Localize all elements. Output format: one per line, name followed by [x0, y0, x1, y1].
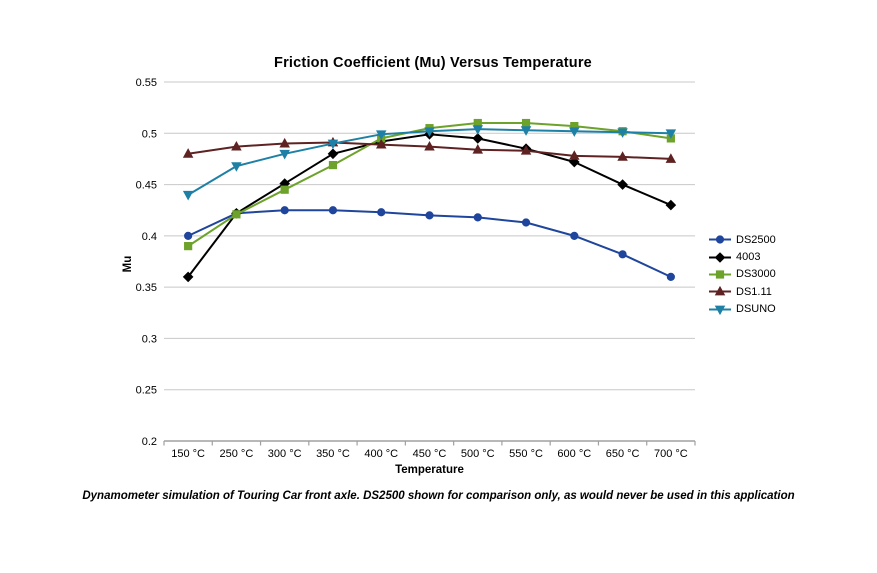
data-point-DS1.11 — [569, 150, 580, 160]
chart-legend: DS2500 4003 DS3000 DS1.11 DSUNO — [709, 231, 776, 318]
data-point-DSUNO — [279, 149, 290, 160]
data-point-DSUNO — [375, 130, 387, 140]
y-tick-label: 0.55 — [136, 77, 157, 89]
legend-item-4003: 4003 — [709, 248, 776, 265]
data-point-DS2500 — [425, 211, 434, 220]
data-point-DS1.11 — [617, 151, 628, 161]
series-DS1.11 — [182, 136, 677, 163]
legend-item-DSUNO: DSUNO — [709, 301, 776, 318]
legend-item-DS2500: DS2500 — [709, 231, 776, 248]
y-tick-label: 0.3 — [142, 333, 157, 345]
data-point-DS1.11 — [665, 153, 677, 163]
data-point-DS2500 — [618, 250, 627, 259]
legend-marker-DS2500 — [709, 235, 731, 244]
data-point-DS2500 — [280, 206, 289, 215]
data-point-DSUNO — [569, 127, 580, 137]
legend-label: DS1.11 — [736, 285, 772, 298]
x-tick-label: 550 °C — [509, 448, 543, 460]
x-tick-label: 150 °C — [171, 448, 205, 460]
y-tick-label: 0.45 — [136, 180, 157, 192]
data-point-DS1.11 — [231, 140, 242, 151]
series-4003 — [182, 129, 677, 283]
x-tick-label: 350 °C — [316, 448, 350, 460]
data-point-DS3000 — [184, 242, 193, 251]
legend-item-DS3000: DS3000 — [709, 266, 776, 283]
data-point-DSUNO — [182, 190, 194, 201]
chart-title: Friction Coefficient (Mu) Versus Tempera… — [274, 55, 592, 71]
x-tick-label: 650 °C — [606, 448, 640, 460]
x-tick-label: 700 °C — [654, 448, 688, 460]
gridlines — [164, 81, 695, 442]
x-tick-label: 300 °C — [268, 448, 302, 460]
legend-marker-DSUNO — [709, 305, 731, 315]
x-tick-label: 400 °C — [364, 448, 398, 460]
x-tick-label: 450 °C — [413, 448, 447, 460]
y-tick-label: 0.4 — [142, 231, 157, 243]
data-point-DS2500 — [328, 206, 338, 215]
y-tick-label: 0.2 — [142, 436, 157, 448]
data-point-DS3000 — [521, 118, 531, 128]
legend-item-DS1.11: DS1.11 — [709, 283, 776, 300]
legend-marker-4003 — [709, 251, 731, 263]
data-point-DSUNO — [231, 162, 242, 172]
data-point-DS2500 — [377, 208, 386, 217]
data-point-DS2500 — [184, 231, 193, 240]
series-DS2500 — [184, 206, 675, 281]
data-point-DSUNO — [520, 126, 532, 136]
data-point-DSUNO — [665, 129, 677, 139]
x-axis-ticks — [163, 441, 696, 446]
legend-label: DS2500 — [736, 233, 776, 246]
data-point-DS1.11 — [375, 138, 387, 149]
data-point-DS1.11 — [279, 137, 290, 148]
x-axis-tick-labels: 150 °C 250 °C 300 °C 350 °C 400 °C 450 °C 500 … — [171, 448, 688, 460]
data-point-DSUNO — [327, 139, 339, 150]
x-axis-title: Temperature — [395, 464, 464, 476]
data-point-4003 — [327, 148, 339, 160]
data-point-DSUNO — [617, 128, 628, 138]
legend-label: DS3000 — [736, 268, 776, 281]
legend-marker-DS1.11 — [709, 286, 731, 296]
legend-marker-DS3000 — [709, 270, 731, 279]
data-point-DSUNO — [472, 125, 484, 135]
data-point-DS1.11 — [182, 148, 194, 158]
y-tick-label: 0.25 — [136, 385, 157, 397]
series-line-DS2500 — [187, 209, 672, 278]
y-tick-label: 0.5 — [142, 128, 157, 140]
data-point-DS2500 — [570, 231, 579, 240]
x-tick-label: 600 °C — [557, 448, 591, 460]
legend-label: 4003 — [736, 251, 761, 264]
data-point-DS3000 — [328, 160, 338, 170]
data-point-DS2500 — [666, 272, 675, 281]
data-point-DS3000 — [280, 185, 289, 194]
x-tick-label: 250 °C — [220, 448, 254, 460]
data-point-DS1.11 — [520, 145, 532, 155]
data-point-DS2500 — [473, 213, 482, 222]
data-point-DS1.11 — [472, 144, 484, 154]
legend-label: DSUNO — [736, 303, 776, 316]
y-tick-label: 0.35 — [136, 282, 157, 294]
series-DSUNO — [182, 125, 677, 201]
data-point-4003 — [182, 271, 194, 283]
data-point-4003 — [617, 179, 628, 190]
data-point-4003 — [665, 199, 677, 211]
chart-footnote: Dynamometer simulation of Touring Car fr… — [82, 490, 795, 502]
data-point-4003 — [472, 133, 484, 144]
y-axis-tick-labels: 0.2 0.25 0.3 0.35 0.4 0.45 0.5 0.55 — [136, 77, 157, 448]
x-tick-label: 500 °C — [461, 448, 495, 460]
data-point-DS1.11 — [424, 140, 435, 151]
data-point-DSUNO — [424, 127, 435, 137]
y-axis-title: Mu — [122, 256, 134, 273]
data-point-DS2500 — [521, 218, 531, 227]
data-point-DS3000 — [232, 210, 241, 219]
